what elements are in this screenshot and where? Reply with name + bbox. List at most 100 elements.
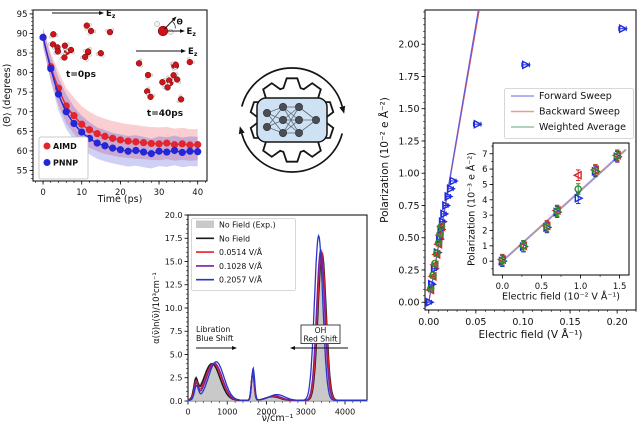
tick-labels: 0.0 0.5 1.0 1.5 0 1 2 3 4 5 6 7 [482, 150, 626, 292]
tick-labels: 0 1000 2000 3000 4000 0.0 2.5 5.0 7.5 10.0 12.5 15.… [165, 211, 356, 417]
theta-arc [172, 21, 176, 29]
y-tick-label: 5 [482, 181, 487, 191]
tick-labels: 0.00 0.05 0.10 0.15 0.200.000.250.500.751.00… [398, 40, 627, 328]
oh-label: OH [315, 326, 327, 335]
y-tick-label: 1.00 [398, 169, 419, 180]
y-tick-label: 0.0 [170, 397, 183, 406]
y-tick-label: 2.00 [398, 40, 419, 51]
libration-label-line2: Blue Shift [196, 334, 233, 343]
inset-chart: 0.0 0.5 1.0 1.5 0 1 2 3 4 5 6 7 Electric field (10⁻²… [466, 142, 630, 303]
tick-marks [421, 11, 637, 314]
y-axis-label: ⟨Θ⟩ (degrees) [2, 64, 13, 128]
legend: AIMD PNNP [38, 136, 89, 180]
x-tick-label: 1.0 [574, 282, 588, 292]
x-tick-label: 0.05 [465, 317, 486, 328]
y-tick-label: 15.0 [165, 257, 183, 266]
inset-series-Weighted Average [498, 150, 622, 267]
x-tick-label: 0.15 [559, 317, 580, 328]
y-tick-label: 20.0 [165, 211, 183, 220]
ez-label-t40: Ez [188, 47, 198, 58]
x-tick-label: 4000 [335, 408, 355, 417]
y-tick-label: 1.50 [398, 104, 419, 115]
inset-x-axis-label: Electric field (10⁻² V Å⁻¹) [502, 291, 620, 303]
ez-arrow-t0 [52, 11, 104, 15]
y-tick-label: 0.25 [398, 265, 419, 276]
legend-swatch-0 [196, 220, 214, 228]
blue-shift-arrow [196, 346, 237, 350]
cycle-arrow-top [240, 67, 344, 107]
spectrum-0.2057 V/Å [188, 233, 367, 401]
red-shift-label: Red Shift [303, 335, 337, 344]
cycle-arrow-bottom [240, 133, 344, 173]
y-tick-label: 10.0 [165, 304, 183, 313]
y-tick-label: 12.5 [165, 281, 183, 290]
legend-marker-AIMD [43, 142, 51, 150]
y-tick-label: 2 [482, 227, 487, 237]
y-tick-label: 1.25 [398, 136, 419, 147]
red-shift-arrow [290, 346, 348, 350]
y-tick-label: 6 [482, 165, 487, 175]
legend-label-4: 0.2057 V/Å [219, 276, 263, 285]
legend-label-2: 0.0514 V/Å [219, 248, 263, 257]
y-tick-label: 60 [17, 147, 28, 157]
legend-marker-PNNP [43, 159, 51, 166]
y-tick-label: 7 [482, 150, 487, 160]
y-tick-label: 75 [17, 88, 28, 98]
y-axis-label: Polarization (10⁻² e Å⁻²) [378, 97, 391, 223]
x-tick-label: 0.5 [535, 282, 549, 292]
polarization-chart: 0.00 0.05 0.10 0.15 0.200.000.250.500.751.00… [378, 9, 637, 341]
markers-AIMD [39, 33, 202, 149]
y-tick-label: 55 [17, 166, 28, 176]
y-tick-label: 5.0 [170, 350, 183, 359]
series-lines [39, 33, 202, 158]
x-axis-label: Electric field (V Å⁻¹) [479, 328, 583, 341]
x-tick-label: 0.00 [418, 317, 439, 328]
ez-arrow-t40 [136, 49, 186, 53]
legend: No Field (Exp.) No Field 0.0514 V/Å 0.1028 … [191, 218, 296, 291]
x-tick-label: 30 [154, 188, 165, 198]
tick-marks [184, 214, 361, 405]
y-tick-label: 4 [482, 196, 487, 206]
single-molecule-schematic: Θ Ez [154, 16, 197, 38]
x-tick-label: 1000 [217, 408, 237, 417]
y-tick-label: 7.5 [170, 327, 183, 336]
y-tick-label: 80 [17, 69, 28, 79]
x-axis-label: Time (ps) [97, 194, 143, 205]
y-tick-label: 0.50 [398, 233, 419, 244]
y-tick-label: 0.75 [398, 201, 419, 212]
x-tick-label: 0 [185, 408, 190, 417]
y-tick-label: 1 [482, 242, 487, 252]
x-tick-label: 0 [40, 188, 45, 198]
theta-relaxation-chart: 0 10 20 30 40 55 60 65 70 75 80 85 90 95 Ez t=0ps Ez t=40… [2, 9, 208, 205]
legend-label-0: No Field (Exp.) [219, 221, 276, 230]
legend-label-PNNP: PNNP [53, 159, 78, 168]
ir-spectrum-chart: 0 1000 2000 3000 4000 0.0 2.5 5.0 7.5 10.0 12.5 15.… [152, 211, 368, 424]
tick-marks [489, 145, 621, 279]
tick-marks [29, 9, 206, 185]
y-tick-label: 1.75 [398, 72, 419, 83]
legend-label-2: Weighted Average [539, 122, 626, 133]
ez-label-molecule: Ez [187, 27, 197, 38]
legend: Forward Sweep Backward Sweep Weighted Aver… [504, 88, 634, 139]
legend-label-1: No Field [219, 234, 250, 243]
legend-label-0: Forward Sweep [539, 91, 612, 102]
x-tick-label: 0.0 [496, 282, 510, 292]
y-axis-label: α(ν̃)n(ν̃)/10³cm⁻¹ [152, 272, 162, 344]
dipole-arrow [164, 16, 177, 30]
y-tick-label: 85 [17, 49, 28, 59]
t40-label: t=40ps [147, 109, 183, 119]
x-tick-label: 3000 [296, 408, 316, 417]
x-tick-label: 20 [115, 188, 126, 198]
t0-label: t=0ps [66, 70, 96, 80]
x-tick-label: 1.5 [613, 282, 627, 292]
inset-y-axis-label: Polarization (10⁻³ e Å⁻²) [466, 152, 478, 266]
y-tick-label: 70 [17, 108, 28, 118]
y-tick-label: 3 [482, 211, 487, 221]
y-tick-label: 2.5 [170, 374, 183, 383]
y-tick-label: 0 [482, 257, 487, 267]
x-tick-label: 0.10 [512, 317, 533, 328]
markers-PNNP [39, 33, 202, 158]
